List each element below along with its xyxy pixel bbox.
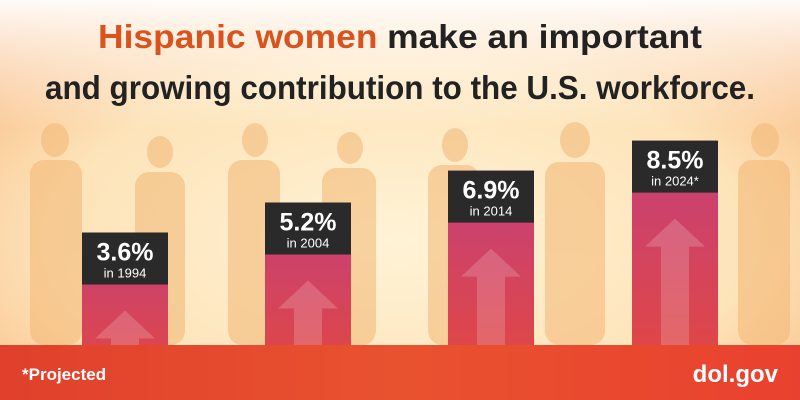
value-label: 6.9% [463, 177, 520, 205]
label-box [448, 170, 534, 223]
title-line-2: and growing contribution to the U.S. wor… [45, 69, 755, 106]
source: dol.gov [693, 361, 779, 388]
footer-band [0, 345, 800, 400]
title-line: Hispanic women make an important [98, 18, 702, 55]
category-label: in 2014 [470, 204, 513, 219]
value-label: 5.2% [280, 209, 337, 237]
footnote: *Projected [22, 365, 106, 384]
background-fade [0, 0, 800, 130]
bar-arrow [645, 218, 705, 400]
title-rest: make an important [387, 18, 702, 55]
bar-arrow [461, 248, 521, 400]
title-highlight: Hispanic women [98, 18, 377, 55]
bar-arrow [278, 280, 338, 400]
category-label: in 2004 [287, 236, 330, 251]
value-label: 8.5% [647, 147, 704, 175]
label-box [265, 202, 351, 255]
label-box [82, 232, 168, 285]
value-label: 3.6% [97, 239, 154, 267]
label-box [632, 140, 718, 193]
category-label: in 2024* [651, 174, 699, 189]
category-label: in 1994 [104, 266, 147, 281]
